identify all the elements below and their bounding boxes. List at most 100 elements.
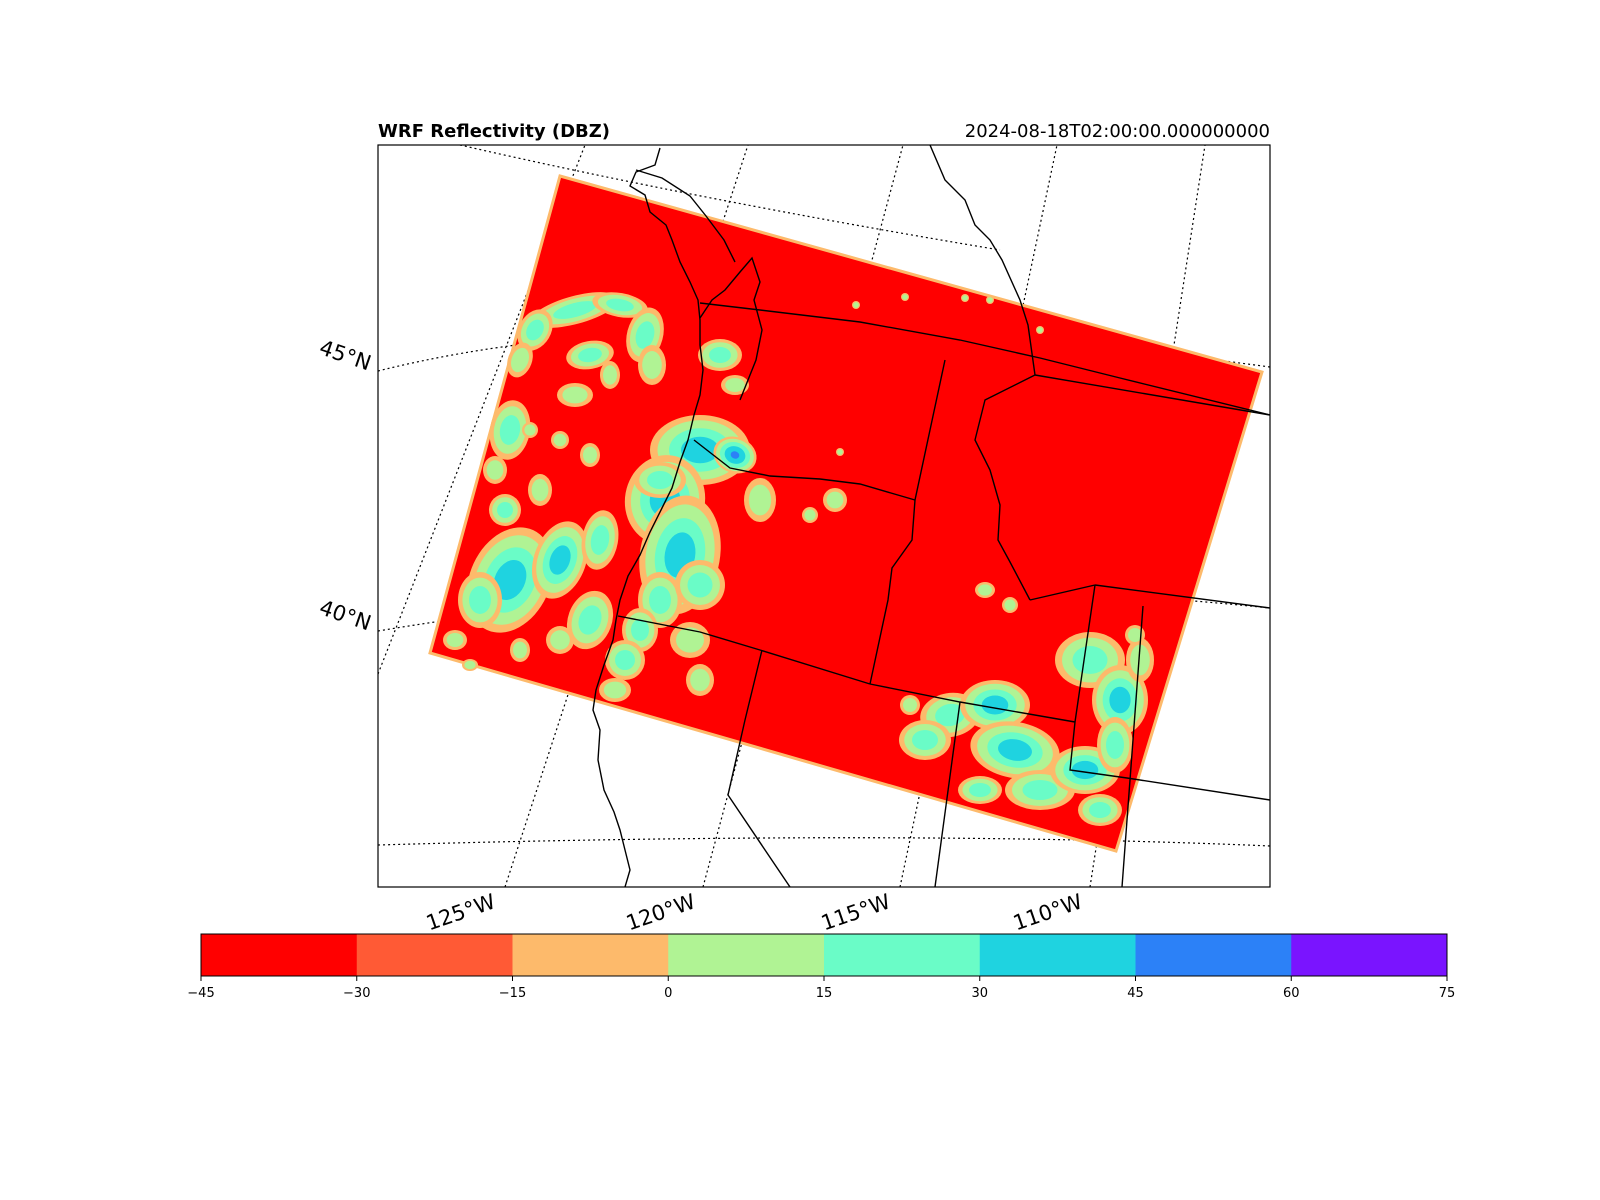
parallel-35n	[378, 837, 1270, 847]
echo-cell	[823, 488, 847, 512]
echo-contour	[978, 584, 992, 596]
echo-cell	[634, 462, 686, 498]
echo-contour	[635, 321, 655, 349]
echo-cell	[489, 400, 531, 460]
echo-cell	[975, 582, 995, 598]
echo-cell	[566, 340, 614, 370]
colorbar-tick-label: 30	[971, 986, 988, 1001]
echo-contour	[649, 586, 671, 614]
wa-or-border	[693, 439, 916, 501]
echo-cell	[638, 345, 666, 385]
echo-cell	[489, 494, 521, 526]
echo-cell	[1078, 794, 1122, 826]
echo-cell	[899, 720, 951, 760]
echo-contour	[550, 630, 570, 650]
echo-cell	[531, 521, 589, 599]
echo-contour	[709, 347, 731, 363]
echo-cell	[517, 309, 553, 351]
echo-cell	[483, 456, 507, 484]
puget-sound	[699, 256, 763, 401]
echo-contour	[1089, 802, 1111, 818]
ca-nv-border	[727, 649, 791, 887]
mt-wy-border	[1034, 374, 1270, 416]
echo-contour	[804, 509, 816, 521]
echo-contour	[524, 424, 536, 436]
or-id-border	[869, 499, 916, 685]
echo-cell	[670, 622, 710, 658]
echo-cell	[510, 638, 530, 662]
colorbar-bin	[1135, 934, 1292, 976]
echo-cell	[551, 431, 569, 449]
echo-cell	[462, 659, 478, 671]
echo-cell	[686, 664, 714, 696]
echo-cell	[600, 361, 620, 389]
echo-contour	[853, 302, 859, 308]
echo-contour	[1071, 760, 1099, 780]
or-ca-nv-border	[617, 615, 871, 685]
echo-cell	[581, 510, 619, 570]
echo-contour	[1128, 628, 1142, 642]
political-boundaries	[592, 145, 1270, 887]
echo-contour	[606, 298, 634, 312]
lon-label-110w: 110°W	[1010, 889, 1085, 935]
echo-contour	[493, 559, 527, 601]
echo-contour	[912, 730, 938, 750]
echo-cell	[901, 293, 909, 301]
colorbar-tick-label: 75	[1439, 986, 1456, 1001]
echo-contour	[1022, 780, 1058, 800]
colorbar-bin	[201, 934, 358, 976]
colorbar-tick-label: −45	[187, 986, 214, 1001]
colorbar-bin	[668, 934, 825, 976]
echo-cell	[970, 721, 1060, 779]
colorbar-bin	[824, 934, 981, 976]
echo-cell	[986, 296, 994, 304]
echo-cell	[802, 507, 818, 523]
echo-contour	[603, 681, 627, 699]
echo-cell	[713, 436, 757, 474]
nv-az-border	[934, 701, 961, 887]
echo-cell	[852, 301, 860, 309]
echo-contour	[615, 650, 635, 670]
parallel-50n	[459, 145, 1001, 251]
echo-cell	[566, 590, 614, 650]
echo-cell	[546, 626, 574, 654]
echo-cell	[580, 443, 600, 467]
echo-contour	[1109, 686, 1131, 714]
colorbar-bins	[201, 934, 1448, 976]
echo-contour	[631, 619, 649, 641]
map-axes	[378, 145, 1270, 887]
colorbar-tick-label: 15	[816, 986, 833, 1001]
echo-cell	[1097, 717, 1133, 773]
lat-label-45n: 45°N	[316, 335, 374, 375]
echo-cell	[626, 307, 664, 363]
plot-title: WRF Reflectivity (DBZ)	[378, 121, 610, 142]
echo-contour	[962, 295, 968, 301]
echo-contour	[1130, 644, 1150, 676]
echo-contour	[748, 484, 772, 516]
echo-cell	[557, 383, 593, 407]
echo-contour	[526, 319, 544, 341]
echo-contour	[903, 698, 917, 712]
wy-co-border	[1094, 584, 1270, 609]
echo-cell	[675, 560, 725, 610]
echo-contour	[681, 436, 719, 464]
echo-cell	[507, 342, 533, 378]
echo-contour	[676, 627, 704, 653]
latitude-labels: 45°N 40°N	[316, 335, 374, 635]
echo-contour	[1106, 731, 1124, 759]
colorbar-tick-label: 45	[1127, 986, 1144, 1001]
colorbar-bin	[356, 934, 513, 976]
echo-contour	[497, 502, 513, 518]
echo-contour	[562, 386, 588, 404]
echo-cell	[1002, 597, 1018, 613]
echo-contour	[513, 641, 527, 659]
echo-contour	[647, 471, 673, 489]
echo-cell	[1126, 638, 1154, 682]
echo-contour	[1004, 599, 1016, 611]
echo-cell	[592, 292, 648, 318]
echo-contour	[725, 378, 745, 392]
echo-contour	[578, 347, 602, 363]
echo-contour	[1037, 327, 1043, 333]
echo-contour	[499, 415, 521, 445]
